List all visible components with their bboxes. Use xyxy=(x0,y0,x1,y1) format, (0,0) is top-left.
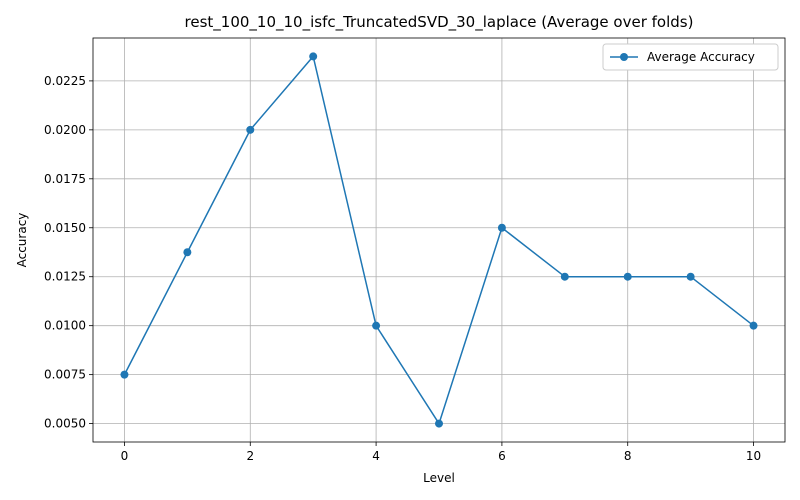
data-point xyxy=(309,52,318,61)
y-tick-label: 0.0175 xyxy=(44,172,86,186)
legend-marker-swatch xyxy=(620,53,628,61)
y-tick-label: 0.0050 xyxy=(44,417,86,431)
y-tick-label: 0.0075 xyxy=(44,368,86,382)
data-point xyxy=(120,370,129,379)
data-point xyxy=(749,321,758,330)
data-point xyxy=(623,272,632,281)
plot-frame xyxy=(92,37,786,443)
x-axis-ticks: 0 2 4 6 8 10 xyxy=(121,442,761,463)
data-point xyxy=(246,125,255,134)
data-point xyxy=(497,223,506,232)
y-tick-label: 0.0125 xyxy=(44,270,86,284)
x-tick-label: 10 xyxy=(746,449,761,463)
x-tick-label: 0 xyxy=(121,449,129,463)
y-tick-label: 0.0225 xyxy=(44,74,86,88)
chart-title: rest_100_10_10_isfc_TruncatedSVD_30_lapl… xyxy=(185,13,694,32)
series-group xyxy=(120,52,758,428)
legend-label: Average Accuracy xyxy=(647,50,755,64)
y-tick-label: 0.0150 xyxy=(44,221,86,235)
plot-area xyxy=(93,38,785,442)
legend-box xyxy=(602,43,779,71)
data-point xyxy=(560,272,569,281)
data-point xyxy=(686,272,695,281)
y-tick-label: 0.0200 xyxy=(44,123,86,137)
x-tick-label: 2 xyxy=(246,449,254,463)
data-point xyxy=(435,419,443,428)
y-tick-label: 0.0100 xyxy=(44,319,86,333)
x-axis-label: Level xyxy=(423,471,455,485)
y-axis-ticks: 0.0050 0.0075 0.0100 0.0125 0.0150 0.0175 0.02… xyxy=(44,74,93,431)
data-point xyxy=(372,321,381,330)
data-point xyxy=(183,248,192,257)
x-tick-label: 6 xyxy=(498,449,506,463)
x-tick-label: 4 xyxy=(372,449,380,463)
x-tick-label: 8 xyxy=(624,449,632,463)
legend: Average Accuracy xyxy=(602,43,779,71)
y-axis-label: Accuracy xyxy=(15,213,29,268)
